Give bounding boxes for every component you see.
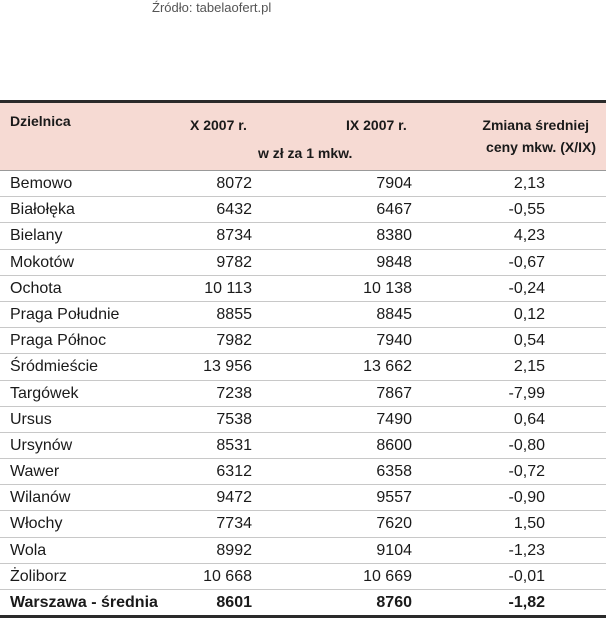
header-cell: Dzielnica xyxy=(10,113,71,129)
table-cell: Warszawa - średnia xyxy=(10,594,158,611)
table-row: Ursynów 8531 8600 -0,80 xyxy=(0,433,606,460)
table-cell: Mokotów xyxy=(10,253,75,271)
table-cell: 9104 xyxy=(376,541,412,559)
table-cell: Praga Południe xyxy=(10,305,120,323)
table-cell: Bielany xyxy=(10,227,63,245)
table-cell: 9848 xyxy=(376,253,412,271)
table-cell: 0,12 xyxy=(513,305,545,323)
table-cell: 8601 xyxy=(216,594,252,611)
table-row: Mokotów 9782 9848 -0,67 xyxy=(0,250,606,276)
table-cell: 9782 xyxy=(216,253,252,271)
table-body: Bemowo 8072 7904 2,13 Białołęka 6432 6467 -0,55… xyxy=(0,171,606,615)
table-cell: Żoliborz xyxy=(10,567,67,585)
table-cell: -0,55 xyxy=(508,201,545,219)
table-cell: 2,13 xyxy=(513,175,545,192)
table-cell: Białołęka xyxy=(10,201,75,219)
table-row: Wawer 6312 6358 -0,72 xyxy=(0,459,606,486)
source-note: Źródło: tabelaofert.pl xyxy=(152,0,272,15)
table-header: Dzielnica X 2007 r. IX 2007 r. w zł za 1… xyxy=(0,103,606,171)
table-cell: Włochy xyxy=(10,515,63,533)
table-row: Praga Południe 8855 8845 0,12 xyxy=(0,302,606,329)
table-cell: -0,72 xyxy=(508,463,545,481)
table-cell: 10 668 xyxy=(203,567,252,585)
table-row: Targówek 7238 7867 -7,99 xyxy=(0,381,606,407)
table-cell: 7538 xyxy=(216,410,252,428)
table-cell: 10 669 xyxy=(363,567,412,585)
table-cell: Wola xyxy=(10,541,47,559)
header-cell: Zmiana średniej xyxy=(482,117,589,133)
table-cell: 8845 xyxy=(376,305,412,323)
header-cell: IX 2007 r. xyxy=(346,117,407,133)
table-cell: 10 138 xyxy=(363,279,412,297)
table-row: Włochy 7734 7620 1,50 xyxy=(0,511,606,538)
price-table: Dzielnica X 2007 r. IX 2007 r. w zł za 1… xyxy=(0,100,606,619)
table-row: Żoliborz 10 668 10 669 -0,01 xyxy=(0,564,606,590)
table-cell: 7867 xyxy=(376,384,412,402)
table-row: Bielany 8734 8380 4,23 xyxy=(0,223,606,250)
table-cell: Wawer xyxy=(10,463,60,481)
table-cell: 7940 xyxy=(376,332,412,350)
table-cell: Ursus xyxy=(10,410,52,428)
table-cell: 8855 xyxy=(216,305,252,323)
table-cell: 8760 xyxy=(376,594,412,611)
table-row: Wola 8992 9104 -1,23 xyxy=(0,538,606,564)
table-cell: -0,67 xyxy=(508,253,545,271)
header-cell: X 2007 r. xyxy=(190,117,247,133)
table-cell: 7490 xyxy=(376,410,412,428)
table-row: Białołęka 6432 6467 -0,55 xyxy=(0,197,606,224)
table-cell: -1,23 xyxy=(508,541,545,559)
table-cell: 8734 xyxy=(216,227,252,245)
table-cell: -0,24 xyxy=(508,279,545,297)
table-cell: 6432 xyxy=(216,201,252,219)
table-cell: 7982 xyxy=(216,332,252,350)
table-cell: 10 113 xyxy=(204,279,252,297)
table-cell: -7,99 xyxy=(508,384,545,402)
table-cell: 6312 xyxy=(216,463,252,481)
table-cell: 13 956 xyxy=(203,358,252,376)
table-cell: Śródmieście xyxy=(10,358,99,376)
table-cell: -0,01 xyxy=(508,567,545,585)
table-cell: 13 662 xyxy=(363,358,412,376)
table-cell: Targówek xyxy=(10,384,79,402)
table-row: Śródmieście 13 956 13 662 2,15 xyxy=(0,354,606,381)
table-row: Praga Północ 7982 7940 0,54 xyxy=(0,328,606,355)
table-cell: -1,82 xyxy=(508,594,545,611)
table-cell: Ursynów xyxy=(10,436,73,454)
table-cell: 2,15 xyxy=(513,358,545,376)
table-cell: 7904 xyxy=(376,175,412,192)
table-cell: 7734 xyxy=(216,515,252,533)
table-row: Warszawa - średnia 8601 8760 -1,82 xyxy=(0,590,606,615)
table-row: Ochota 10 113 10 138 -0,24 xyxy=(0,276,606,302)
table-cell: -0,90 xyxy=(508,489,545,507)
table-cell: 8600 xyxy=(376,436,412,454)
table-cell: Ochota xyxy=(10,279,62,297)
header-cell: w zł za 1 mkw. xyxy=(258,145,353,161)
table-cell: 8992 xyxy=(216,541,252,559)
table-cell: Wilanów xyxy=(10,489,71,507)
table-cell: 8531 xyxy=(216,436,252,454)
table-cell: Bemowo xyxy=(10,175,73,192)
table-cell: 9472 xyxy=(216,489,252,507)
table-cell: 0,64 xyxy=(513,410,545,428)
table-cell: 6358 xyxy=(376,463,412,481)
table-cell: 7238 xyxy=(216,384,252,402)
table-cell: 6467 xyxy=(376,201,412,219)
table-cell: 8072 xyxy=(216,175,252,192)
table-cell: 1,50 xyxy=(513,515,545,533)
header-cell: ceny mkw. (X/IX) xyxy=(486,139,596,155)
table-cell: 0,54 xyxy=(513,332,545,350)
table-cell: 4,23 xyxy=(513,227,545,245)
table-row: Wilanów 9472 9557 -0,90 xyxy=(0,485,606,512)
table-row: Bemowo 8072 7904 2,13 xyxy=(0,171,606,198)
table-cell: -0,80 xyxy=(508,436,545,454)
table-cell: Praga Północ xyxy=(10,332,107,350)
table-row: Ursus 7538 7490 0,64 xyxy=(0,407,606,433)
table-cell: 7620 xyxy=(376,515,412,533)
table-cell: 8380 xyxy=(376,227,412,245)
table-cell: 9557 xyxy=(376,489,412,507)
